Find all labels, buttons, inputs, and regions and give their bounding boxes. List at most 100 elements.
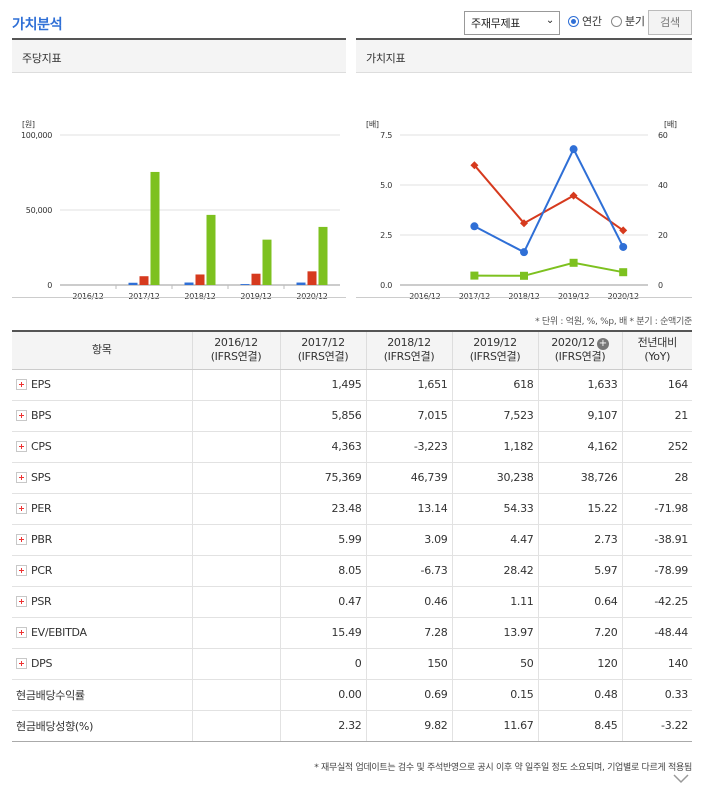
bar-bps	[195, 274, 205, 285]
table-cell: 252	[621, 431, 692, 463]
table-row: PCR 8.05 -6.73 28.42 5.97 -78.99	[12, 555, 692, 587]
footnote: * 재무실적 업데이트는 검수 및 주석반영으로 공시 이후 약 일주일 정도 …	[314, 763, 692, 773]
bar-sps	[150, 171, 160, 285]
table-cell	[191, 400, 280, 432]
table-cell: 5,856	[279, 400, 366, 432]
plus-box-icon[interactable]	[16, 596, 27, 607]
y-tick-label: 50,000	[26, 206, 52, 215]
table-cell: 7,523	[451, 400, 538, 432]
plus-box-icon[interactable]	[16, 410, 27, 421]
radio-quarter[interactable]: 분기	[611, 13, 645, 29]
table-cell: 1,633	[537, 369, 622, 401]
y-tick-label-left: 2.5	[380, 231, 392, 240]
row-label[interactable]: PBR	[12, 524, 192, 556]
table-cell: 0.00	[279, 679, 366, 711]
table-row: PSR 0.47 0.46 1.11 0.64 -42.25	[12, 586, 692, 618]
per-share-chart-panel: 주당지표 [원] 100,000 50,000 0 2016/12 2017/12 2018…	[12, 38, 346, 300]
point-pbr	[569, 191, 578, 200]
table-cell: 15.49	[279, 617, 366, 649]
bar-bps	[307, 271, 317, 285]
table-cell: 54.33	[451, 493, 538, 525]
row-label[interactable]: EPS	[12, 369, 192, 401]
table-cell: -71.98	[621, 493, 692, 525]
x-tick-label: 2020/12	[296, 292, 327, 300]
table-row: EV/EBITDA 15.49 7.28 13.97 7.20 -48.44	[12, 617, 692, 649]
table-cell: 28	[621, 462, 692, 494]
table-cell: 8.45	[537, 710, 622, 742]
table-cell: 1,182	[451, 431, 538, 463]
row-label[interactable]: EV/EBITDA	[12, 617, 192, 649]
line-pbr	[473, 164, 624, 232]
plus-box-icon[interactable]	[16, 472, 27, 483]
table-cell: 1,495	[279, 369, 366, 401]
bar-eps	[128, 282, 138, 285]
x-tick-label: 2018/12	[184, 292, 215, 300]
column-header: 항목	[12, 330, 192, 370]
table-cell: 7,015	[365, 400, 452, 432]
table-row: SPS 75,369 46,739 30,238 38,726 28	[12, 462, 692, 494]
row-label[interactable]: PSR	[12, 586, 192, 618]
table-cell	[191, 431, 280, 463]
plus-box-icon[interactable]	[16, 658, 27, 669]
line-per	[473, 146, 625, 254]
table-cell: 13.14	[365, 493, 452, 525]
table-cell: -48.44	[621, 617, 692, 649]
table-cell	[191, 617, 280, 649]
table-cell: 618	[451, 369, 538, 401]
page-title: 가치분석	[12, 17, 63, 33]
row-label: 현금배당성향(%)	[12, 710, 192, 742]
statement-select[interactable]: 주재무제표 ⌄	[464, 11, 560, 35]
row-label: 현금배당수익률	[12, 679, 192, 711]
table-cell: 50	[451, 648, 538, 680]
plus-box-icon[interactable]	[16, 441, 27, 452]
table-row: 현금배당성향(%) 2.32 9.82 11.67 8.45 -3.22	[12, 710, 692, 742]
table-row: EPS 1,495 1,651 618 1,633 164	[12, 369, 692, 401]
table-cell: 0.46	[365, 586, 452, 618]
y-tick-label-left: 7.5	[380, 131, 392, 140]
plus-box-icon[interactable]	[16, 534, 27, 545]
radio-annual[interactable]: 연간	[568, 13, 602, 29]
chevron-down-icon[interactable]	[672, 773, 690, 785]
point-psr	[569, 258, 578, 267]
table-cell: 13.97	[451, 617, 538, 649]
column-header: 전년대비 (YoY)	[621, 330, 692, 370]
bar-eps	[184, 282, 194, 285]
plus-box-icon[interactable]	[16, 627, 27, 638]
x-tick-label: 2017/12	[128, 292, 159, 300]
y-tick-label-right: 0	[658, 281, 663, 290]
plus-box-icon[interactable]	[16, 379, 27, 390]
table-cell: 9,107	[537, 400, 622, 432]
plus-box-icon[interactable]	[16, 565, 27, 576]
row-label[interactable]: CPS	[12, 431, 192, 463]
x-tick-label: 2016/12	[72, 292, 103, 300]
search-button[interactable]: 검색	[648, 10, 692, 35]
point-per	[470, 222, 479, 231]
table-cell: 150	[365, 648, 452, 680]
y-axis-unit-left: [배]	[366, 120, 379, 129]
row-label[interactable]: PCR	[12, 555, 192, 587]
y-tick-label-left: 5.0	[380, 181, 392, 190]
y-tick-label-left: 0.0	[380, 281, 392, 290]
table-row: 현금배당수익률 0.00 0.69 0.15 0.48 0.33	[12, 679, 692, 711]
y-tick-label: 0	[47, 281, 52, 290]
circle-plus-icon[interactable]: +	[596, 338, 609, 351]
table-cell: 15.22	[537, 493, 622, 525]
table-cell: -42.25	[621, 586, 692, 618]
table-cell: 38,726	[537, 462, 622, 494]
per-share-chart: [원] 100,000 50,000 0 2016/12 2017/12 2018/12 20…	[21, 120, 340, 300]
row-label[interactable]: SPS	[12, 462, 192, 494]
row-label[interactable]: PER	[12, 493, 192, 525]
point-pbr	[470, 161, 479, 170]
table-row: PER 23.48 13.14 54.33 15.22 -71.98	[12, 493, 692, 525]
table-cell: 0	[279, 648, 366, 680]
row-label[interactable]: DPS	[12, 648, 192, 680]
row-label[interactable]: BPS	[12, 400, 192, 432]
y-tick-label: 100,000	[21, 131, 52, 140]
table-cell: 46,739	[365, 462, 452, 494]
plus-box-icon[interactable]	[16, 503, 27, 514]
table-cell: 120	[537, 648, 622, 680]
statement-select-value: 주재무제표	[471, 17, 521, 30]
table-cell: 11.67	[451, 710, 538, 742]
y-tick-label-right: 60	[658, 131, 668, 140]
